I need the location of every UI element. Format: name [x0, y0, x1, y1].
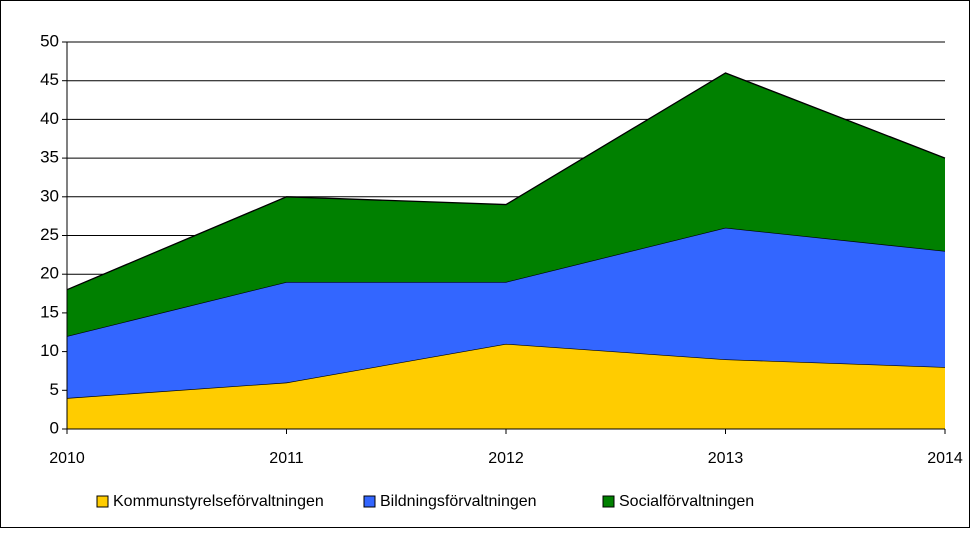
x-tick-label: 2011	[269, 450, 304, 467]
legend-swatch	[363, 495, 376, 508]
y-tick-label: 30	[40, 186, 59, 205]
y-tick-label: 10	[40, 341, 59, 360]
x-tick-label: 2014	[927, 450, 963, 467]
y-tick-label: 45	[40, 70, 59, 89]
y-tick-label: 40	[40, 109, 59, 128]
legend-label: Kommunstyrelseförvaltningen	[113, 493, 324, 510]
y-tick-label: 25	[40, 225, 59, 244]
y-tick-label: 15	[40, 302, 59, 321]
y-tick-label: 50	[40, 31, 59, 50]
x-tick-label: 2013	[708, 450, 744, 467]
legend-label: Socialförvaltningen	[619, 493, 754, 510]
legend-swatch	[602, 495, 615, 508]
legend-swatch	[96, 495, 109, 508]
x-tick-label: 2010	[49, 450, 85, 467]
y-tick-label: 5	[50, 380, 59, 399]
y-tick-label: 35	[40, 148, 59, 167]
area-edge	[66, 72, 946, 291]
area	[67, 343, 945, 429]
area	[67, 227, 945, 399]
x-tick-label: 2012	[488, 450, 524, 467]
y-tick-label: 0	[50, 418, 59, 437]
y-tick-label: 20	[40, 264, 59, 283]
legend-label: Bildningsförvaltningen	[380, 493, 537, 510]
